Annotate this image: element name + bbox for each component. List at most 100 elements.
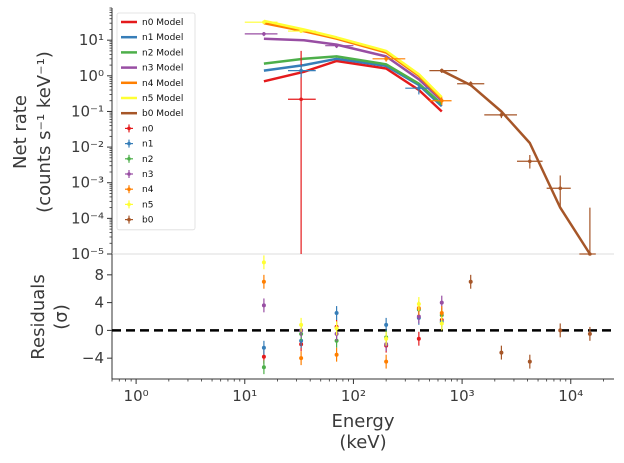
model-curves	[263, 19, 591, 255]
data-point	[299, 68, 303, 73]
legend-point-swatch	[127, 141, 131, 146]
legend-label: n5	[142, 200, 153, 210]
legend-label: n1 Model	[142, 33, 183, 43]
x-tick-label: 10²	[341, 387, 366, 405]
top-y-tick-label: 10⁰	[79, 67, 104, 85]
legend-label: n5 Model	[142, 94, 183, 104]
model-curve	[263, 55, 443, 106]
residual-point	[416, 336, 421, 341]
residual-point	[261, 365, 266, 370]
model-curve	[441, 69, 591, 255]
legend-label: n1	[142, 140, 153, 150]
residual-ylabel-line1: Residuals	[28, 274, 49, 359]
data-point	[439, 68, 444, 73]
residual-point	[439, 321, 444, 326]
data-point	[468, 81, 473, 86]
residual-y-tick-label: 0	[94, 321, 104, 339]
top-y-tick-label: 10¹	[79, 31, 104, 49]
residual-point	[439, 300, 444, 305]
data-point	[299, 97, 303, 102]
data-point	[262, 32, 266, 36]
model-curve	[263, 19, 443, 99]
x-axis-label-line1: Energy	[331, 411, 394, 432]
residual-point	[261, 260, 266, 265]
data-point	[558, 186, 563, 191]
residual-point	[261, 354, 266, 359]
x-ticks: 10⁰ 10¹ 10² 10³ 10⁴	[111, 379, 604, 405]
top-y-tick-label: 10⁻⁴	[71, 209, 104, 227]
x-tick-label: 10⁰	[124, 387, 149, 405]
x-tick-label: 10⁴	[558, 387, 583, 405]
residual-point	[261, 303, 266, 308]
legend-label: b0	[142, 216, 154, 226]
top-panel: 10¹ 10⁰ 10⁻¹ 10⁻² 10⁻³ 10⁻⁴ 10⁻⁵ n0 Model n1 Mo…	[71, 7, 614, 263]
data-point	[588, 252, 592, 256]
residual-point	[439, 311, 444, 316]
top-y-tick-label: 10⁻⁵	[71, 245, 104, 263]
top-ylabel-line1: Net rate	[10, 95, 31, 169]
residual-point	[587, 331, 592, 336]
data-point	[439, 98, 444, 103]
model-curve	[263, 37, 443, 102]
legend-point-swatch	[127, 126, 131, 131]
residual-point	[334, 326, 339, 331]
legend-point-swatch	[127, 202, 131, 207]
data-point	[384, 57, 388, 61]
data-points	[244, 20, 596, 256]
residual-panel: 8 4 0 −4	[82, 254, 614, 380]
legend: n0 Model n1 Model n2 Model n3 Model n4 Model…	[116, 12, 196, 231]
residual-axes	[111, 254, 614, 380]
data-point	[499, 113, 504, 117]
residual-points	[261, 255, 592, 375]
legend-label: n0	[142, 124, 154, 134]
top-ylabel-line2: (counts s⁻¹ keV⁻¹)	[34, 51, 55, 213]
legend-label: n4 Model	[142, 79, 183, 89]
residual-point	[384, 359, 389, 364]
residual-point	[468, 279, 473, 284]
legend-frame	[116, 12, 196, 231]
legend-label: n2 Model	[142, 48, 183, 58]
x-tick-label: 10³	[450, 387, 475, 405]
residual-point	[299, 356, 304, 361]
data-point	[299, 29, 303, 33]
residual-point	[416, 302, 421, 306]
residual-point	[334, 311, 339, 316]
residual-point	[527, 359, 532, 364]
data-point	[417, 86, 421, 90]
data-point	[262, 20, 266, 24]
legend-label: n2	[142, 155, 153, 165]
top-y-tick-label: 10⁻³	[71, 174, 104, 192]
residual-y-tick-label: 8	[94, 266, 104, 284]
top-y-ticks: 10¹ 10⁰ 10⁻¹ 10⁻² 10⁻³ 10⁻⁴ 10⁻⁵	[71, 7, 112, 263]
residual-y-tick-label: 4	[94, 294, 104, 312]
data-point	[528, 159, 532, 164]
residual-point	[384, 322, 389, 327]
residual-point	[261, 279, 266, 284]
residual-y-ticks: 8 4 0 −4	[82, 266, 112, 367]
residual-point	[558, 328, 563, 333]
legend-point-swatch	[127, 187, 131, 191]
x-tick-label: 10¹	[232, 387, 257, 405]
top-y-tick-label: 10⁻²	[71, 138, 104, 156]
residual-point	[384, 336, 389, 341]
legend-label: n0 Model	[142, 18, 183, 28]
data-point	[334, 43, 339, 48]
legend-point-swatch	[127, 172, 131, 176]
top-y-tick-label: 10⁻¹	[71, 102, 104, 120]
residual-ylabel-line2: (σ)	[51, 304, 72, 329]
top-panel-axes	[111, 8, 614, 255]
residual-point	[299, 322, 304, 327]
residual-point	[416, 314, 421, 319]
residual-y-tick-label: −4	[82, 349, 104, 367]
residual-point	[261, 345, 266, 350]
legend-label: n4	[142, 185, 154, 195]
legend-label: n3	[142, 170, 153, 180]
legend-point-swatch	[127, 157, 131, 161]
residual-point	[334, 352, 339, 357]
legend-label: b0 Model	[142, 109, 183, 119]
legend-label: n3 Model	[142, 64, 183, 74]
x-axis-label-line2: (keV)	[339, 432, 386, 453]
legend-point-swatch	[127, 217, 131, 222]
model-curve	[263, 59, 443, 113]
